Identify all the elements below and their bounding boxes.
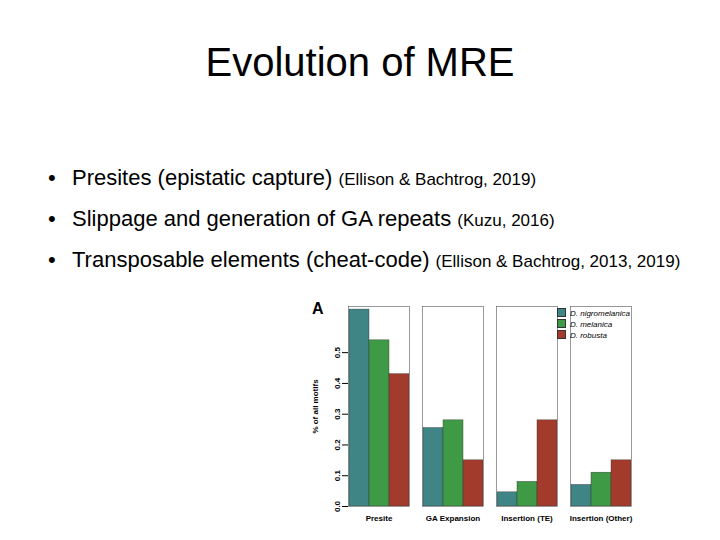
html-text:Evolution of MRE: Evolution of MRE [205,40,515,84]
html-text:A: A [312,300,324,317]
svg-text:0.3: 0.3 [333,408,342,420]
svg-text:0.5: 0.5 [333,347,342,359]
svg-text:0.0: 0.0 [333,500,342,512]
html-text:D. melanica: D. melanica [570,320,613,329]
svg-text:Insertion (Other): Insertion (Other) [570,514,633,523]
svg-text:Insertion (TE): Insertion (TE) [501,514,553,523]
html-text:D. robusta: D. robusta [570,331,607,340]
html-text:D. nigromelanica: D. nigromelanica [570,309,630,318]
html-text:Transposable elements (cheat-c: Transposable elements (cheat-code)(Ellis… [72,247,681,272]
svg-text:0.2: 0.2 [333,439,342,451]
svg-text:0.1: 0.1 [333,470,342,482]
svg-text:Presite: Presite [366,514,393,523]
html-text:Slippage and generation of GA: Slippage and generation of GA repeats(Ku… [72,206,555,231]
svg-text:0.4: 0.4 [333,377,342,389]
svg-text:GA Expansion: GA Expansion [426,514,480,523]
html-text:Presites (epistatic capture)(E: Presites (epistatic capture)(Ellison & B… [72,165,536,190]
svg-text:% of all motifs: % of all motifs [311,379,320,434]
